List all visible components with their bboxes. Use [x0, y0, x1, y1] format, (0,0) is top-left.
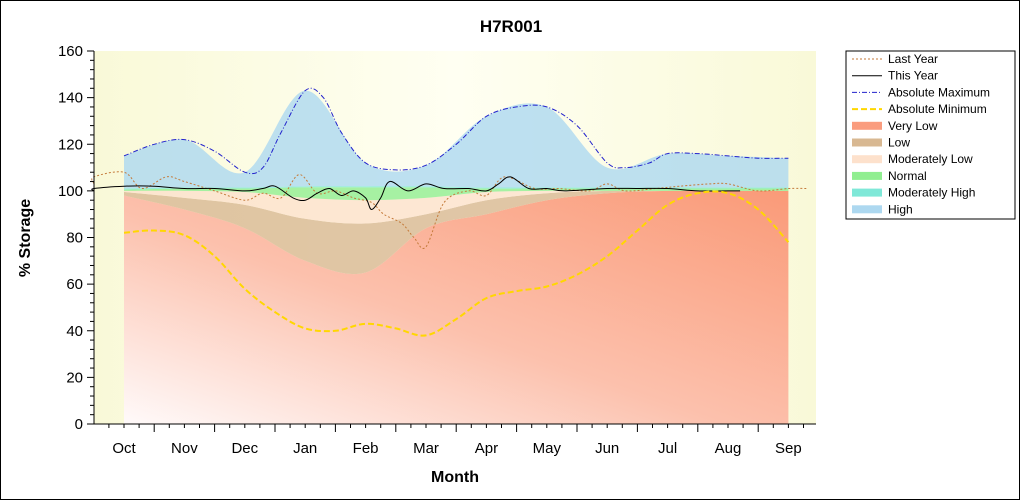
legend-swatch — [852, 171, 882, 180]
y-axis-title: % Storage — [17, 199, 34, 277]
y-tick-label: 0 — [75, 416, 83, 433]
y-tick-label: 20 — [66, 369, 83, 386]
x-tick-label: Oct — [112, 440, 136, 457]
x-tick-label: Jul — [658, 440, 677, 457]
legend-label: Moderately High — [888, 186, 975, 200]
x-tick-label: Dec — [231, 440, 258, 457]
legend-swatch — [852, 155, 882, 164]
series-layer — [91, 87, 807, 337]
legend-swatch — [852, 205, 882, 214]
series-this-year — [91, 176, 741, 211]
legend-label: Low — [888, 136, 910, 150]
legend-swatch — [852, 121, 882, 130]
x-tick-label: Mar — [413, 440, 439, 457]
chart-title: H7R001 — [480, 17, 542, 36]
legend-label: Normal — [888, 169, 927, 183]
band-very-low — [124, 190, 789, 424]
series-absolute-minimum — [123, 190, 790, 337]
y-tick-label: 60 — [66, 276, 83, 293]
x-tick-label: Aug — [715, 440, 742, 457]
legend-label: Moderately Low — [888, 152, 973, 166]
band-moderately-low — [124, 190, 789, 224]
axes-layer: 0 20 40 60 80 100 120 140 160 Oct Nov Dec Jan Feb Mar A… — [58, 43, 816, 457]
legend-swatch — [852, 188, 882, 197]
legend-label: Absolute Maximum — [888, 85, 990, 99]
y-tick-label: 100 — [58, 183, 83, 200]
y-tick-label: 40 — [66, 323, 83, 340]
legend-label: High — [888, 202, 913, 216]
x-axis-title: Month — [431, 469, 479, 486]
legend: Last Year This Year Absolute Maximum Absolu… — [845, 50, 1016, 220]
x-tick-label: Sep — [775, 440, 802, 457]
legend-label: Last Year — [888, 52, 938, 66]
x-tick-label: Apr — [475, 440, 498, 457]
y-tick-label: 120 — [58, 136, 83, 153]
y-tick-label: 140 — [58, 90, 83, 107]
legend-swatch — [852, 138, 882, 147]
legend-label: Absolute Minimum — [888, 102, 987, 116]
legend-label: This Year — [888, 69, 938, 83]
band-low — [124, 190, 789, 275]
legend-label: Very Low — [888, 119, 938, 133]
x-tick-label: Jun — [595, 440, 619, 457]
series-absolute-maximum — [123, 87, 789, 175]
y-tick-label: 80 — [66, 230, 83, 247]
x-tick-label: Jan — [293, 440, 317, 457]
x-tick-label: May — [533, 440, 562, 457]
y-tick-label: 160 — [58, 43, 83, 60]
x-tick-label: Nov — [171, 440, 198, 457]
band-moderately-high — [124, 186, 789, 190]
x-tick-label: Feb — [353, 440, 379, 457]
